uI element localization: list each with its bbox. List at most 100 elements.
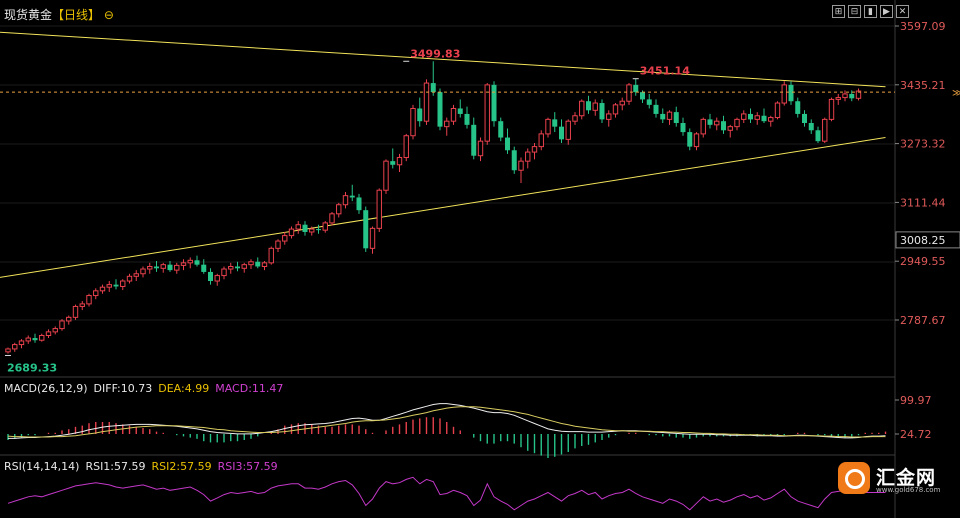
candle-body-up bbox=[275, 240, 281, 249]
candle-body-down bbox=[167, 264, 173, 271]
candle-body-down bbox=[761, 115, 767, 122]
candle-body-up bbox=[79, 303, 85, 307]
zoom-out-icon[interactable]: ⊟ bbox=[848, 5, 861, 18]
candle-body-up bbox=[376, 189, 382, 229]
bar-icon[interactable]: ▮ bbox=[864, 5, 877, 18]
candle-body-up bbox=[768, 117, 774, 122]
candle-body-up bbox=[383, 160, 389, 191]
candle-body-up bbox=[86, 295, 92, 305]
candle-body-down bbox=[653, 104, 659, 114]
candle-body-up bbox=[5, 348, 11, 353]
candle-body-down bbox=[788, 84, 794, 102]
price-tick-label: 3273.32 bbox=[900, 138, 946, 151]
candle-body-down bbox=[194, 260, 200, 265]
candle-body-down bbox=[113, 284, 119, 287]
period-label[interactable]: 日线 bbox=[64, 8, 89, 22]
candle-body-down bbox=[154, 266, 159, 269]
candlestick-series bbox=[5, 61, 862, 354]
macd-dif-line bbox=[8, 403, 886, 439]
candle-body-down bbox=[430, 83, 436, 93]
candle-body-down bbox=[586, 101, 591, 111]
rsi-panel bbox=[7, 476, 886, 511]
candle-body-down bbox=[552, 119, 558, 127]
candle-body-down bbox=[808, 123, 814, 131]
candle-body-down bbox=[498, 121, 504, 138]
candle-body-up bbox=[828, 98, 835, 120]
gold678-logo: 汇金网 www.gold678.com bbox=[838, 462, 960, 496]
candle-body-up bbox=[450, 107, 457, 122]
candle-body-up bbox=[525, 151, 531, 162]
candle-body-up bbox=[369, 227, 376, 249]
candle-body-down bbox=[349, 195, 355, 198]
bracket-close: 】 bbox=[88, 8, 101, 22]
high-3451-label: 3451.14 bbox=[640, 65, 690, 78]
candle-body-up bbox=[18, 340, 25, 346]
candle-body-down bbox=[646, 99, 652, 105]
candle-body-up bbox=[268, 247, 274, 264]
candle-body-up bbox=[66, 316, 72, 322]
arrow-icon: ≫ bbox=[952, 88, 960, 99]
macd-tick-label: 99.97 bbox=[900, 394, 932, 407]
price-tick-label: 3597.09 bbox=[900, 20, 946, 33]
candle-body-up bbox=[781, 84, 787, 104]
candle-body-up bbox=[403, 135, 409, 159]
rsi3-value: RSI3:57.59 bbox=[217, 460, 278, 473]
candle-body-down bbox=[707, 119, 713, 125]
zoom-in-icon[interactable]: ⊞ bbox=[832, 5, 845, 18]
candle-body-down bbox=[673, 112, 679, 124]
candle-body-up bbox=[700, 118, 706, 135]
candle-body-down bbox=[748, 113, 753, 120]
candle-body-down bbox=[32, 338, 38, 341]
trendline bbox=[0, 137, 886, 278]
candle-body-up bbox=[45, 331, 52, 336]
candle-body-up bbox=[99, 286, 106, 292]
candle-body-down bbox=[815, 130, 821, 142]
candle-body-up bbox=[133, 273, 139, 277]
price-axis: 3597.09 3435.21 3273.32 3111.44 2949.55 2787.… bbox=[0, 20, 960, 327]
candle-body-down bbox=[599, 103, 605, 120]
candle-body-up bbox=[221, 268, 227, 277]
candle-body-up bbox=[835, 97, 841, 100]
candle-body-up bbox=[52, 328, 58, 333]
candle-body-up bbox=[572, 115, 578, 122]
candle-body-down bbox=[255, 261, 261, 267]
candle-body-up bbox=[855, 90, 862, 99]
close-icon[interactable]: ✕ bbox=[896, 5, 909, 18]
play-icon[interactable]: ▶ bbox=[880, 5, 893, 18]
candle-body-up bbox=[565, 120, 571, 140]
candle-body-up bbox=[228, 265, 234, 270]
candle-body-up bbox=[538, 133, 544, 148]
candle-body-up bbox=[39, 334, 45, 341]
candle-body-up bbox=[180, 262, 187, 266]
candle-body-down bbox=[356, 197, 362, 211]
candle-body-up bbox=[282, 235, 288, 242]
candle-body-up bbox=[484, 84, 490, 142]
candle-body-up bbox=[72, 305, 79, 318]
candle-body-up bbox=[336, 204, 342, 215]
candle-body-up bbox=[322, 222, 328, 231]
candle-body-down bbox=[660, 113, 666, 120]
candle-body-down bbox=[633, 84, 639, 93]
high-3499-label: 3499.83 bbox=[410, 47, 460, 60]
chart-toolbar: ⊞ ⊟ ▮ ▶ ✕ bbox=[832, 5, 909, 18]
candle-body-down bbox=[680, 123, 686, 133]
current-price-box bbox=[895, 231, 960, 249]
candle-body-up bbox=[288, 228, 295, 237]
circle-minus-icon[interactable]: ⊖ bbox=[103, 8, 114, 22]
candle-body-up bbox=[612, 104, 619, 115]
rsi2-value: RSI2:57.59 bbox=[151, 460, 212, 473]
candle-body-up bbox=[106, 284, 112, 288]
candle-body-down bbox=[457, 108, 463, 114]
candle-body-down bbox=[491, 84, 497, 122]
candle-body-up bbox=[754, 115, 760, 120]
rsi-params: RSI(14,14,14) bbox=[4, 460, 80, 473]
candle-body-up bbox=[396, 157, 403, 166]
price-grid bbox=[0, 0, 896, 518]
candle-body-up bbox=[12, 344, 18, 350]
candle-body-down bbox=[417, 108, 423, 122]
candle-body-up bbox=[727, 126, 733, 131]
price-tick-label: 2949.55 bbox=[900, 255, 946, 268]
current-price-label: 3008.25 bbox=[900, 234, 946, 247]
macd-dea: DEA:4.99 bbox=[158, 382, 210, 395]
